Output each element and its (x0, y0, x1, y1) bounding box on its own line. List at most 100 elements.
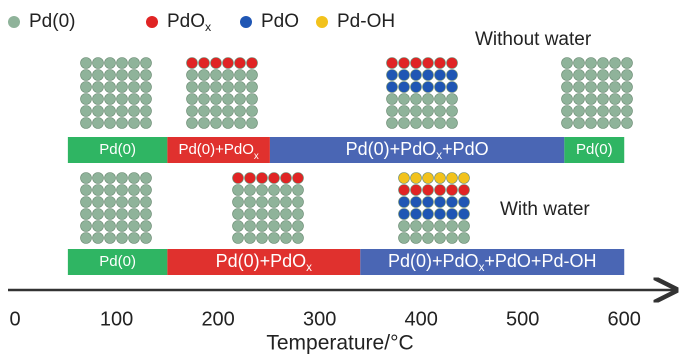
particle (235, 70, 246, 81)
particle (105, 94, 116, 105)
text-part: Pd(0) (29, 11, 75, 32)
particle (562, 106, 573, 117)
legend-label: Pd-OH (337, 11, 395, 32)
particle (81, 94, 92, 105)
particle (281, 197, 292, 208)
particle (235, 94, 246, 105)
particle (187, 94, 198, 105)
particle (199, 94, 210, 105)
phase-label: Pd(0) (99, 253, 136, 270)
particle (447, 233, 458, 244)
particle (399, 58, 410, 69)
particle (257, 233, 268, 244)
particle (93, 94, 104, 105)
particle (399, 209, 410, 220)
particle (562, 70, 573, 81)
particle (574, 94, 585, 105)
particle (141, 106, 152, 117)
particle (387, 94, 398, 105)
particle (233, 185, 244, 196)
particle (562, 58, 573, 69)
particle (93, 82, 104, 93)
particle (387, 58, 398, 69)
particle (199, 82, 210, 93)
particle (435, 197, 446, 208)
particle (105, 185, 116, 196)
particle (257, 209, 268, 220)
axis-label: Temperature/°C (266, 332, 413, 355)
particle (293, 173, 304, 184)
particle (435, 173, 446, 184)
particle (93, 106, 104, 117)
particle (247, 70, 258, 81)
particle (245, 173, 256, 184)
particle (622, 58, 633, 69)
particle (129, 209, 140, 220)
particle (199, 70, 210, 81)
particle (105, 82, 116, 93)
particle (247, 118, 258, 129)
particle (117, 82, 128, 93)
particle (129, 118, 140, 129)
particle (129, 221, 140, 232)
particle (81, 197, 92, 208)
particle (245, 221, 256, 232)
particle (459, 221, 470, 232)
particle (129, 94, 140, 105)
text-part: Pd-OH (337, 11, 395, 32)
particle (447, 106, 458, 117)
text-part: +PdO (442, 139, 489, 159)
particle (247, 82, 258, 93)
particle (435, 106, 446, 117)
text-part: +PdO+Pd-OH (484, 251, 596, 271)
particle (223, 94, 234, 105)
particle (93, 209, 104, 220)
particle (233, 221, 244, 232)
particle (411, 118, 422, 129)
particle (586, 82, 597, 93)
particle (562, 94, 573, 105)
particle (257, 197, 268, 208)
particle (459, 173, 470, 184)
particle (411, 94, 422, 105)
particle (93, 58, 104, 69)
particle (233, 209, 244, 220)
particle (411, 58, 422, 69)
particle (574, 106, 585, 117)
tick-label: 200 (201, 308, 234, 330)
subscript: x (306, 261, 312, 274)
particle (435, 233, 446, 244)
particle (187, 70, 198, 81)
particle (423, 94, 434, 105)
particle (81, 106, 92, 117)
particle (81, 58, 92, 69)
particle (247, 94, 258, 105)
text-part: Pd(0) (576, 141, 613, 158)
particle (281, 173, 292, 184)
phase-label: Pd(0)+PdOx+PdO (346, 139, 489, 162)
particle (399, 221, 410, 232)
particle (105, 106, 116, 117)
particle (141, 70, 152, 81)
particle (387, 70, 398, 81)
particle (598, 106, 609, 117)
particle (81, 233, 92, 244)
particle (211, 82, 222, 93)
particle (187, 58, 198, 69)
text-part: Pd(0)+PdO (346, 139, 437, 159)
particle (141, 94, 152, 105)
particle (93, 118, 104, 129)
particle (586, 70, 597, 81)
particle (129, 106, 140, 117)
particle (105, 173, 116, 184)
particle (399, 70, 410, 81)
particle (117, 70, 128, 81)
particle (117, 106, 128, 117)
particle (598, 82, 609, 93)
particle (281, 209, 292, 220)
particle (423, 185, 434, 196)
particle (610, 70, 621, 81)
particle (141, 185, 152, 196)
particle (141, 209, 152, 220)
particle (622, 106, 633, 117)
